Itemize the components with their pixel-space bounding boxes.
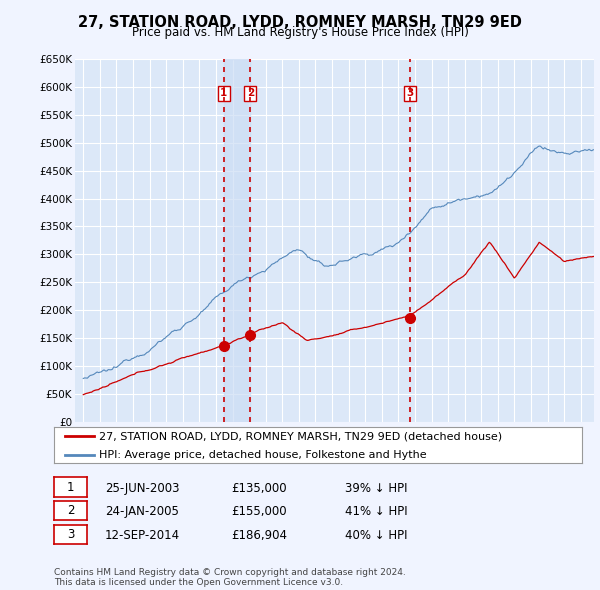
Text: 1: 1 (220, 88, 227, 99)
Text: Price paid vs. HM Land Registry's House Price Index (HPI): Price paid vs. HM Land Registry's House … (131, 26, 469, 39)
Text: 12-SEP-2014: 12-SEP-2014 (105, 529, 180, 542)
Text: 2: 2 (247, 88, 254, 99)
Text: Contains HM Land Registry data © Crown copyright and database right 2024.
This d: Contains HM Land Registry data © Crown c… (54, 568, 406, 587)
Text: 27, STATION ROAD, LYDD, ROMNEY MARSH, TN29 9ED: 27, STATION ROAD, LYDD, ROMNEY MARSH, TN… (78, 15, 522, 30)
Text: 1: 1 (67, 480, 74, 494)
Text: 3: 3 (406, 88, 413, 99)
Text: 24-JAN-2005: 24-JAN-2005 (105, 505, 179, 518)
Text: 27, STATION ROAD, LYDD, ROMNEY MARSH, TN29 9ED (detached house): 27, STATION ROAD, LYDD, ROMNEY MARSH, TN… (99, 431, 502, 441)
Text: £135,000: £135,000 (231, 481, 287, 494)
Text: HPI: Average price, detached house, Folkestone and Hythe: HPI: Average price, detached house, Folk… (99, 450, 427, 460)
Text: 3: 3 (67, 527, 74, 541)
Bar (224, 59, 250, 422)
Text: 25-JUN-2003: 25-JUN-2003 (105, 481, 179, 494)
Text: £186,904: £186,904 (231, 529, 287, 542)
Text: £155,000: £155,000 (231, 505, 287, 518)
Text: 2: 2 (67, 504, 74, 517)
Text: 39% ↓ HPI: 39% ↓ HPI (345, 481, 407, 494)
Text: 40% ↓ HPI: 40% ↓ HPI (345, 529, 407, 542)
Text: 41% ↓ HPI: 41% ↓ HPI (345, 505, 407, 518)
